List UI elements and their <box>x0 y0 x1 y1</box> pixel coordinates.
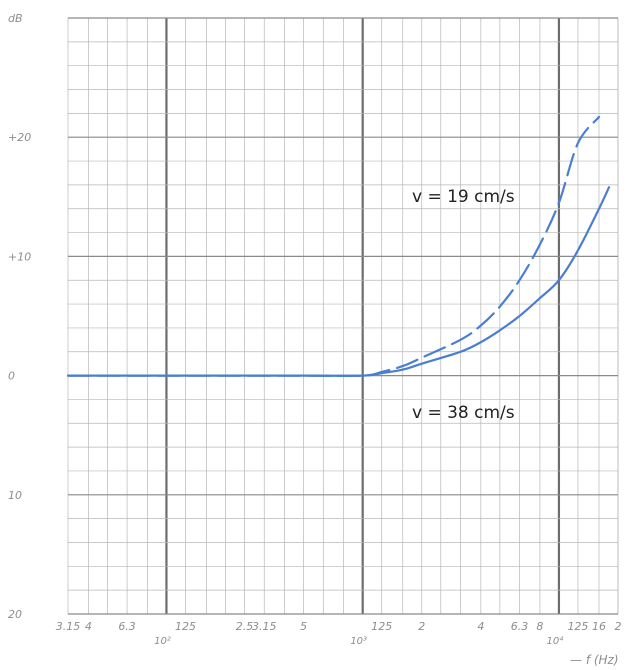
x-tick-label: 8 <box>536 620 543 633</box>
x-decade-label: 10⁴ <box>547 635 564 647</box>
y-axis-label: dB <box>8 12 23 25</box>
x-tick-label: 2.5 <box>236 620 254 633</box>
x-tick-label: 4 <box>477 620 484 633</box>
x-tick-label: 6.3 <box>511 620 529 633</box>
y-tick-label: 0 <box>8 370 15 383</box>
x-tick-label: 3.15 <box>252 620 277 633</box>
series-line-38-cm-s <box>66 186 611 377</box>
grid <box>67 17 619 615</box>
series-lines <box>66 115 611 377</box>
series-label-19: v = 19 cm/s <box>412 187 515 207</box>
x-tick-label: 5 <box>300 620 307 633</box>
series-label-38: v = 38 cm/s <box>412 403 515 423</box>
y-tick-label: +10 <box>8 250 31 263</box>
x-decade-label: 10² <box>154 636 171 647</box>
x-tick-label: 125 <box>175 620 196 633</box>
x-tick-label: 125 <box>567 620 588 633</box>
x-tick-label: 3.15 <box>56 620 81 633</box>
x-tick-label: 4 <box>85 620 92 633</box>
y-tick-labels: +20 +10 0 10 20 <box>8 131 31 621</box>
x-tick-label: 2 <box>615 620 622 633</box>
y-tick-label: 10 <box>8 489 22 502</box>
x-axis-label: — f (Hz) <box>570 653 619 667</box>
y-tick-label: 20 <box>8 608 22 621</box>
x-decade-label: 10³ <box>350 636 367 647</box>
x-tick-label: 125 <box>371 620 392 633</box>
y-tick-label: +20 <box>8 131 31 144</box>
x-tick-label: 16 <box>592 620 606 633</box>
x-tick-label: 2 <box>418 620 425 633</box>
x-tick-label: 6.3 <box>118 620 136 633</box>
